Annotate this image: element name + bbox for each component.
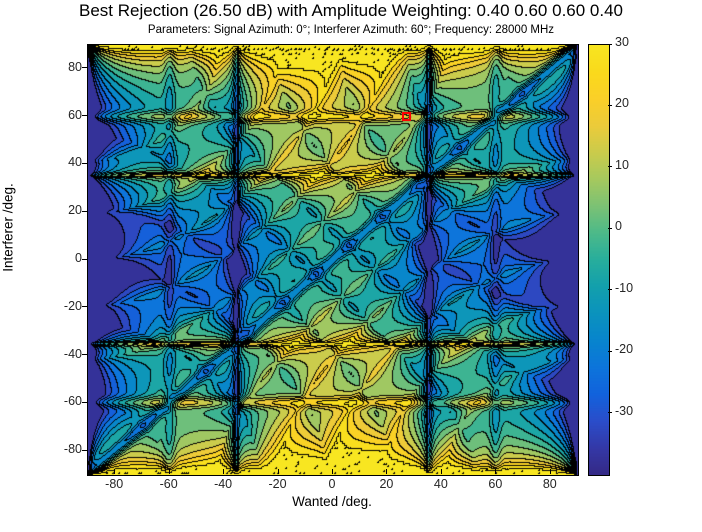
x-axis-label: Wanted /deg.	[292, 494, 372, 509]
y-tick-mark	[82, 401, 87, 403]
y-tick-mark	[82, 67, 87, 69]
x-tick-mark	[277, 469, 279, 474]
colorbar[interactable]	[588, 44, 610, 476]
colorbar-tick-label: -10	[615, 280, 634, 295]
colorbar-tick-mark	[608, 104, 612, 106]
y-tick-mark	[82, 258, 87, 260]
figure-title: Best Rejection (26.50 dB) with Amplitude…	[78, 1, 624, 20]
y-tick-label: -40	[63, 346, 82, 361]
y-tick-label: -20	[63, 298, 82, 313]
y-tick-mark	[82, 210, 87, 212]
colorbar-tick-label: 20	[615, 96, 629, 111]
colorbar-tick-label: 10	[615, 157, 629, 172]
y-tick-label: -80	[63, 442, 82, 457]
colorbar-tick-label: 30	[615, 35, 629, 49]
x-tick-label: -80	[105, 477, 124, 491]
y-tick-label: 0	[75, 251, 82, 265]
y-tick-mark	[82, 115, 87, 117]
y-tick-label: 80	[68, 59, 82, 74]
colorbar-tick-mark	[608, 350, 612, 352]
contour-plot-axes[interactable]	[87, 44, 579, 476]
y-axis-label: Interferer /deg.	[0, 183, 16, 272]
colorbar-tick-mark	[608, 412, 612, 414]
colorbar-tick-mark	[608, 227, 612, 229]
colorbar-tick-mark	[608, 289, 612, 291]
x-tick-label: 60	[488, 477, 503, 491]
colorbar-tick-label: -30	[615, 403, 634, 418]
x-tick-mark	[223, 469, 225, 474]
x-tick-mark	[386, 469, 388, 474]
colorbar-tick-mark	[608, 43, 612, 45]
y-tick-mark	[82, 306, 87, 308]
x-tick-label: -60	[159, 477, 178, 491]
contour-field	[88, 45, 578, 475]
x-tick-mark	[549, 469, 551, 474]
y-tick-label: 60	[68, 107, 82, 122]
x-tick-mark	[495, 469, 497, 474]
x-tick-mark	[114, 469, 116, 474]
x-tick-mark	[332, 469, 333, 474]
x-tick-label: 20	[379, 477, 394, 491]
best-rejection-marker[interactable]	[402, 112, 411, 122]
y-tick-mark	[82, 449, 87, 451]
x-tick-label: 40	[433, 477, 448, 491]
x-tick-mark	[440, 469, 442, 474]
colorbar-tick-mark	[608, 166, 612, 168]
y-tick-label: 40	[68, 155, 82, 170]
y-tick-label: -60	[63, 394, 82, 409]
y-tick-label: 20	[68, 203, 82, 218]
colorbar-gradient	[589, 45, 609, 475]
x-tick-mark	[168, 469, 170, 474]
y-tick-mark	[82, 354, 87, 356]
y-tick-mark	[82, 162, 87, 164]
x-tick-label: 0	[328, 477, 336, 491]
x-tick-label: 80	[542, 477, 557, 491]
x-tick-label: -40	[214, 477, 233, 491]
colorbar-tick-label: -20	[615, 342, 634, 357]
colorbar-tick-label: 0	[615, 219, 622, 234]
figure-subtitle: Parameters: Signal Azimuth: 0°; Interfer…	[147, 24, 555, 36]
x-tick-label: -20	[268, 477, 287, 491]
